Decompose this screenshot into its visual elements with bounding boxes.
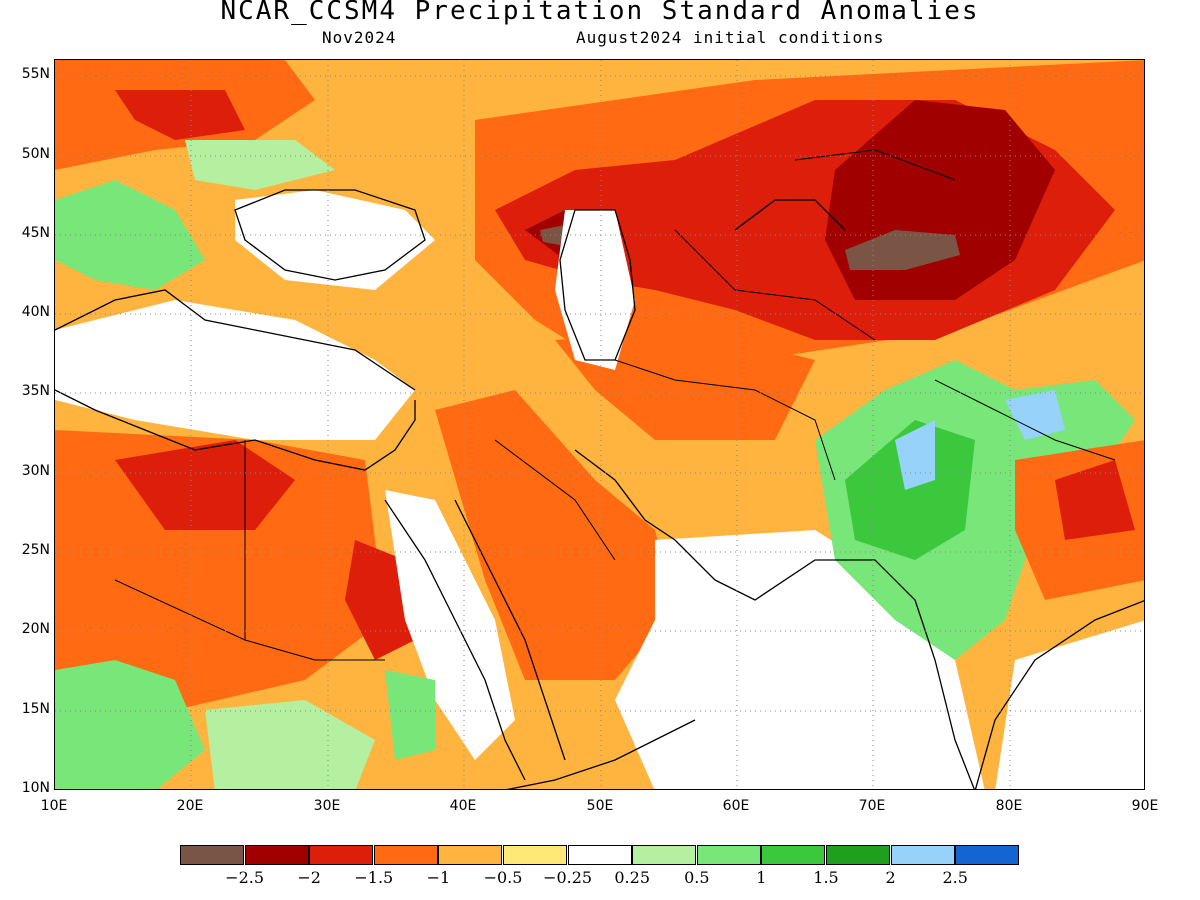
legend-swatch: [438, 845, 503, 865]
legend-label: 2.5: [942, 868, 968, 887]
legend-label: −1: [426, 868, 451, 887]
lat-label-50n: 50N: [21, 146, 50, 162]
initial-conditions: August2024 initial conditions: [576, 28, 885, 47]
map-title: NCAR_CCSM4 Precipitation Standard Anomal…: [220, 0, 980, 26]
legend-label: −2: [297, 868, 321, 887]
legend-swatch: [180, 845, 244, 865]
legend-swatch: [309, 845, 374, 865]
precipitation-anomaly-map: [54, 59, 1145, 790]
legend-label: 1.5: [813, 868, 839, 887]
legend-label: 2: [885, 868, 896, 887]
country-borders: [114, 149, 1116, 661]
legend-label: −0.25: [543, 868, 593, 887]
lat-label-45n: 45N: [21, 225, 50, 241]
legend-label: 0.5: [684, 868, 710, 887]
legend-swatch: [567, 845, 632, 865]
legend-swatch: [761, 845, 826, 865]
lat-label-20n: 20N: [21, 621, 50, 637]
graticule: [55, 60, 1144, 789]
forecast-month: Nov2024: [322, 28, 397, 47]
legend-label: −0.5: [483, 868, 523, 887]
legend-swatch: [373, 845, 438, 865]
legend-swatch: [826, 845, 890, 865]
legend-swatch: [890, 845, 955, 865]
lon-label-70e: 70E: [858, 798, 886, 814]
legend-label: −2.5: [225, 868, 265, 887]
legend-label: −1.5: [354, 868, 394, 887]
legend-swatch: [632, 845, 697, 865]
lat-label-15n: 15N: [21, 701, 50, 717]
legend-swatch: [244, 845, 309, 865]
legend-swatch: [955, 845, 1020, 865]
lat-label-30n: 30N: [21, 463, 50, 479]
lon-label-50e: 50E: [586, 798, 614, 814]
anomaly-fields: [55, 60, 1144, 789]
map-canvas: [55, 60, 1144, 789]
lon-label-30e: 30E: [313, 798, 341, 814]
legend-swatch: [696, 845, 761, 865]
legend-label: 1: [756, 868, 767, 887]
lat-label-35n: 35N: [21, 383, 50, 399]
lon-label-60e: 60E: [722, 798, 750, 814]
coastlines: [55, 189, 1144, 789]
lat-label-25n: 25N: [21, 542, 50, 558]
lat-label-40n: 40N: [21, 304, 50, 320]
lat-label-55n: 55N: [21, 66, 50, 82]
lon-label-90e: 90E: [1131, 798, 1159, 814]
lat-label-10n: 10N: [21, 780, 50, 796]
lon-label-10e: 10E: [40, 798, 68, 814]
lon-label-20e: 20E: [176, 798, 204, 814]
legend-swatch: [503, 845, 567, 865]
lon-label-80e: 80E: [995, 798, 1023, 814]
lon-label-40e: 40E: [449, 798, 477, 814]
legend-label: 0.25: [614, 868, 650, 887]
